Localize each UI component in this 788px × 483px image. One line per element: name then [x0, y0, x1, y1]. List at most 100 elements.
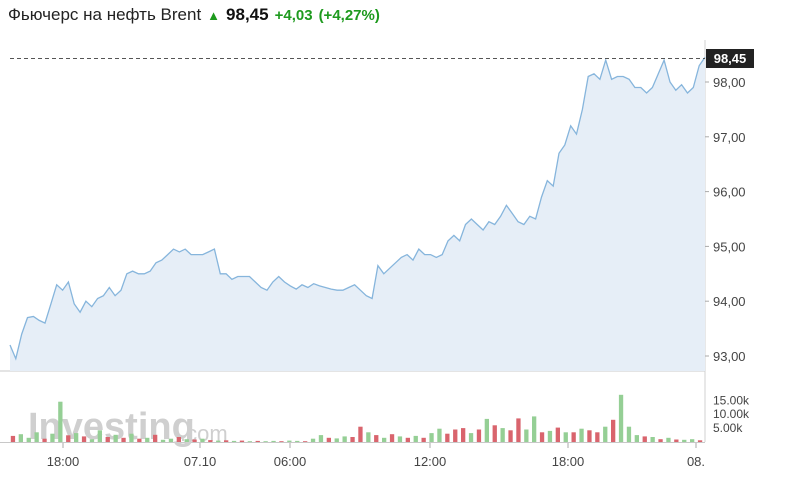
volume-tick-label: 15.00k [713, 393, 750, 407]
volume-bar [184, 439, 189, 442]
x-tick-label: 18:00 [47, 454, 80, 469]
volume-bar [279, 441, 284, 442]
volume-bar [468, 433, 474, 442]
volume-bar [524, 429, 529, 442]
volume-bar [382, 437, 387, 442]
volume-bar [508, 430, 513, 442]
volume-bar [42, 438, 47, 442]
volume-bar [421, 437, 426, 442]
volume-bar [121, 437, 126, 442]
volume-bar [547, 430, 553, 442]
volume-bar [445, 433, 450, 442]
volume-bar [66, 435, 71, 442]
volume-bar [539, 432, 545, 442]
volume-bar [50, 433, 55, 442]
arrow-up-icon: ▲ [207, 8, 221, 23]
volume-bar [326, 437, 331, 442]
volume-tick-label: 5.00k [713, 421, 743, 435]
volume-bar [168, 438, 174, 442]
volume-bar [342, 436, 347, 442]
watermark-suffix: .com [180, 421, 228, 446]
volume-bar [374, 435, 379, 442]
price-change: +4,03 [274, 7, 313, 24]
volume-bar [618, 394, 624, 442]
volume-bar [231, 440, 237, 442]
price-change-percent: (+4,27%) [318, 7, 380, 24]
volume-bar [89, 439, 95, 442]
volume-bar [697, 440, 703, 442]
volume-bar [208, 440, 213, 442]
volume-bar [666, 437, 671, 442]
volume-bar [239, 440, 245, 442]
x-tick-label: 18:00 [552, 454, 585, 469]
volume-bar [105, 437, 110, 442]
volume-bar [397, 436, 403, 442]
volume-bar [611, 419, 616, 442]
volume-bar [642, 436, 647, 442]
volume-bar [603, 426, 608, 442]
volume-bar [318, 435, 324, 442]
volume-bar [10, 435, 16, 442]
volume-bar [97, 430, 102, 442]
volume-bar [500, 428, 505, 442]
volume-bar [192, 439, 197, 442]
volume-tick-label: 10.00k [713, 407, 750, 421]
volume-bar [310, 438, 316, 442]
volume-bar [247, 441, 252, 442]
volume-bar [350, 437, 355, 442]
volume-bar [113, 434, 118, 442]
volume-bar [176, 437, 181, 442]
volume-bar [295, 440, 300, 442]
volume-bar [476, 429, 482, 442]
volume-bar [160, 439, 166, 442]
y-tick-label: 96,00 [713, 185, 746, 200]
x-tick-label: 12:00 [414, 454, 447, 469]
instrument-header: Фьючерс на нефть Brent ▲ 98,45 +4,03 (+4… [8, 5, 380, 29]
volume-bar [137, 438, 142, 442]
volume-bar [563, 432, 568, 442]
volume-bar [555, 427, 560, 442]
investing-watermark: Investing .com [28, 406, 228, 448]
volume-bar [634, 435, 639, 442]
volume-bar [595, 432, 600, 442]
volume-bar [413, 435, 418, 442]
volume-bar [303, 441, 308, 442]
volume-bar [587, 430, 592, 442]
volume-bar [263, 441, 268, 442]
volume-bar [58, 401, 63, 442]
volume-bar [405, 437, 410, 442]
volume-bar [287, 440, 292, 442]
price-area-fill [10, 57, 705, 372]
y-tick-label: 95,00 [713, 239, 746, 254]
watermark-brand: Investing [28, 406, 195, 448]
instrument-title: Фьючерс на нефть Brent [8, 5, 202, 24]
volume-bar [34, 432, 39, 442]
last-price: 98,45 [226, 5, 269, 24]
volume-bar [690, 439, 695, 442]
volume-bar [516, 418, 521, 442]
volume-bar [145, 437, 150, 442]
volume-bar [484, 418, 489, 442]
volume-bar [26, 437, 31, 442]
price-line [9, 56, 706, 361]
volume-bar [532, 416, 537, 442]
volume-bar [81, 436, 87, 442]
x-tick-label: 08. [687, 454, 705, 469]
volume-bar [461, 428, 466, 442]
volume-bar [674, 439, 679, 442]
volume-bar [650, 437, 655, 442]
volume-bar [153, 434, 158, 442]
y-tick-label: 97,00 [713, 130, 746, 145]
volume-bar [74, 433, 79, 442]
y-tick-label: 98,00 [713, 75, 746, 90]
volume-bar [453, 429, 458, 442]
x-tick-label: 06:00 [274, 454, 307, 469]
y-tick-label: 94,00 [713, 294, 746, 309]
volume-bar [129, 433, 134, 442]
volume-bar [271, 440, 276, 442]
y-tick-label: 93,00 [713, 349, 746, 364]
volume-bar [437, 428, 442, 442]
volume-bar [366, 432, 371, 442]
volume-bar [358, 426, 363, 442]
